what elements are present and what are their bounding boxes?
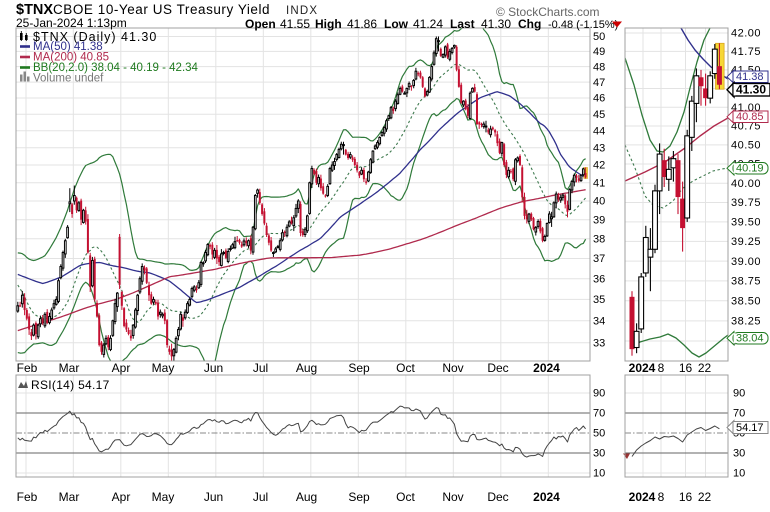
svg-text:43: 43 xyxy=(593,142,605,154)
svg-text:8: 8 xyxy=(658,490,665,504)
svg-text:Low: Low xyxy=(384,17,409,31)
svg-text:Oct: Oct xyxy=(396,490,415,504)
svg-text:Apr: Apr xyxy=(112,361,131,375)
svg-text:INDX: INDX xyxy=(286,5,318,17)
svg-text:50: 50 xyxy=(593,428,605,440)
svg-text:38.75: 38.75 xyxy=(731,276,761,288)
svg-text:Aug: Aug xyxy=(296,490,317,504)
svg-text:Chg: Chg xyxy=(518,17,541,31)
svg-text:-0.48 (-1.15%): -0.48 (-1.15%) xyxy=(548,19,618,31)
svg-text:Volume undef: Volume undef xyxy=(33,73,104,85)
svg-text:41.30: 41.30 xyxy=(736,83,766,97)
svg-text:Dec: Dec xyxy=(487,361,508,375)
svg-text:40.85: 40.85 xyxy=(736,111,764,123)
svg-text:Oct: Oct xyxy=(396,361,415,375)
svg-text:33: 33 xyxy=(593,338,605,350)
svg-text:Mar: Mar xyxy=(59,490,80,504)
svg-text:MA(50) 41.38: MA(50) 41.38 xyxy=(33,41,103,53)
svg-text:40.19: 40.19 xyxy=(736,163,764,175)
svg-text:47: 47 xyxy=(593,77,605,89)
svg-text:41.24: 41.24 xyxy=(413,17,443,31)
svg-text:39.75: 39.75 xyxy=(731,197,761,209)
svg-text:May: May xyxy=(152,490,175,504)
svg-text:Jul: Jul xyxy=(253,490,268,504)
svg-text:RSI(14) 54.17: RSI(14) 54.17 xyxy=(31,378,110,392)
svg-text:Sep: Sep xyxy=(348,490,370,504)
svg-text:70: 70 xyxy=(733,408,745,420)
svg-text:Jun: Jun xyxy=(204,361,223,375)
svg-text:41.75: 41.75 xyxy=(731,46,761,58)
svg-text:$TNX (Daily) 41.30: $TNX (Daily) 41.30 xyxy=(33,30,157,44)
svg-text:10: 10 xyxy=(593,468,605,480)
svg-text:Nov: Nov xyxy=(442,490,463,504)
svg-text:Nov: Nov xyxy=(442,361,463,375)
svg-text:38: 38 xyxy=(593,234,605,246)
svg-text:39.50: 39.50 xyxy=(731,217,761,229)
svg-text:90: 90 xyxy=(733,388,745,400)
svg-text:48: 48 xyxy=(593,61,605,73)
svg-text:36: 36 xyxy=(593,273,605,285)
svg-text:44: 44 xyxy=(593,125,605,137)
svg-text:41: 41 xyxy=(593,178,605,190)
svg-text:35: 35 xyxy=(593,294,605,306)
svg-text:45: 45 xyxy=(593,109,605,121)
svg-text:46: 46 xyxy=(593,93,605,105)
svg-text:37: 37 xyxy=(593,253,605,265)
svg-text:16: 16 xyxy=(679,490,693,504)
svg-text:Aug: Aug xyxy=(296,361,317,375)
svg-text:Apr: Apr xyxy=(112,490,131,504)
svg-text:Sep: Sep xyxy=(348,361,370,375)
svg-text:2024: 2024 xyxy=(533,361,560,375)
svg-text:2024: 2024 xyxy=(533,490,560,504)
svg-text:Feb: Feb xyxy=(17,490,38,504)
svg-text:25-Jan-2024 1:13pm: 25-Jan-2024 1:13pm xyxy=(16,16,127,30)
svg-text:54.17: 54.17 xyxy=(736,422,764,434)
svg-text:40.00: 40.00 xyxy=(731,178,761,190)
svg-text:40.75: 40.75 xyxy=(731,121,761,133)
svg-text:40: 40 xyxy=(593,196,605,208)
svg-text:38.50: 38.50 xyxy=(731,296,761,308)
svg-text:39: 39 xyxy=(593,214,605,226)
svg-text:22: 22 xyxy=(698,490,712,504)
svg-text:30: 30 xyxy=(593,448,605,460)
svg-text:2024: 2024 xyxy=(629,490,656,504)
svg-text:38.25: 38.25 xyxy=(731,316,761,328)
svg-text:41.30: 41.30 xyxy=(481,17,511,31)
svg-text:39.25: 39.25 xyxy=(731,236,761,248)
svg-text:High: High xyxy=(315,17,342,31)
svg-text:41.38: 41.38 xyxy=(736,71,764,83)
svg-text:MA(200) 40.85: MA(200) 40.85 xyxy=(33,52,109,64)
svg-text:41.55: 41.55 xyxy=(280,17,310,31)
svg-text:41.86: 41.86 xyxy=(347,17,377,31)
svg-text:$TNX: $TNX xyxy=(16,2,53,18)
svg-text:© StockCharts.com: © StockCharts.com xyxy=(496,5,600,19)
svg-text:Dec: Dec xyxy=(487,490,508,504)
svg-text:50: 50 xyxy=(593,31,605,43)
svg-text:May: May xyxy=(152,361,175,375)
svg-text:Last: Last xyxy=(450,17,475,31)
svg-text:42: 42 xyxy=(593,160,605,172)
svg-text:8: 8 xyxy=(658,361,665,375)
svg-text:42.00: 42.00 xyxy=(731,28,761,40)
svg-text:Open: Open xyxy=(245,17,276,31)
svg-text:39.00: 39.00 xyxy=(731,256,761,268)
svg-text:30: 30 xyxy=(733,448,745,460)
svg-text:16: 16 xyxy=(679,361,693,375)
svg-text:70: 70 xyxy=(593,408,605,420)
svg-text:Jul: Jul xyxy=(253,361,268,375)
svg-text:CBOE 10-Year US Treasury Yield: CBOE 10-Year US Treasury Yield xyxy=(53,2,270,17)
svg-text:Feb: Feb xyxy=(17,361,38,375)
svg-text:40.50: 40.50 xyxy=(731,140,761,152)
svg-text:Mar: Mar xyxy=(59,361,80,375)
svg-text:10: 10 xyxy=(733,468,745,480)
svg-text:90: 90 xyxy=(593,388,605,400)
svg-text:2024: 2024 xyxy=(629,361,656,375)
svg-text:49: 49 xyxy=(593,46,605,58)
svg-text:38.04: 38.04 xyxy=(736,333,764,345)
svg-text:34: 34 xyxy=(593,316,605,328)
svg-text:22: 22 xyxy=(698,361,712,375)
svg-text:BB(20,2.0) 38.04 - 40.19 - 42.: BB(20,2.0) 38.04 - 40.19 - 42.34 xyxy=(33,62,199,74)
svg-text:Jun: Jun xyxy=(204,490,223,504)
